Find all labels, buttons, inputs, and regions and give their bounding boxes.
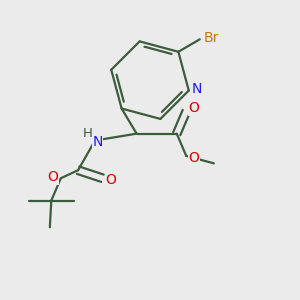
- Text: O: O: [47, 170, 58, 184]
- Text: O: O: [188, 151, 199, 165]
- Text: Br: Br: [203, 31, 219, 45]
- Text: N: N: [192, 82, 202, 96]
- Text: N: N: [92, 135, 103, 149]
- Text: O: O: [105, 173, 116, 187]
- Text: O: O: [188, 101, 199, 116]
- Text: H: H: [82, 127, 92, 140]
